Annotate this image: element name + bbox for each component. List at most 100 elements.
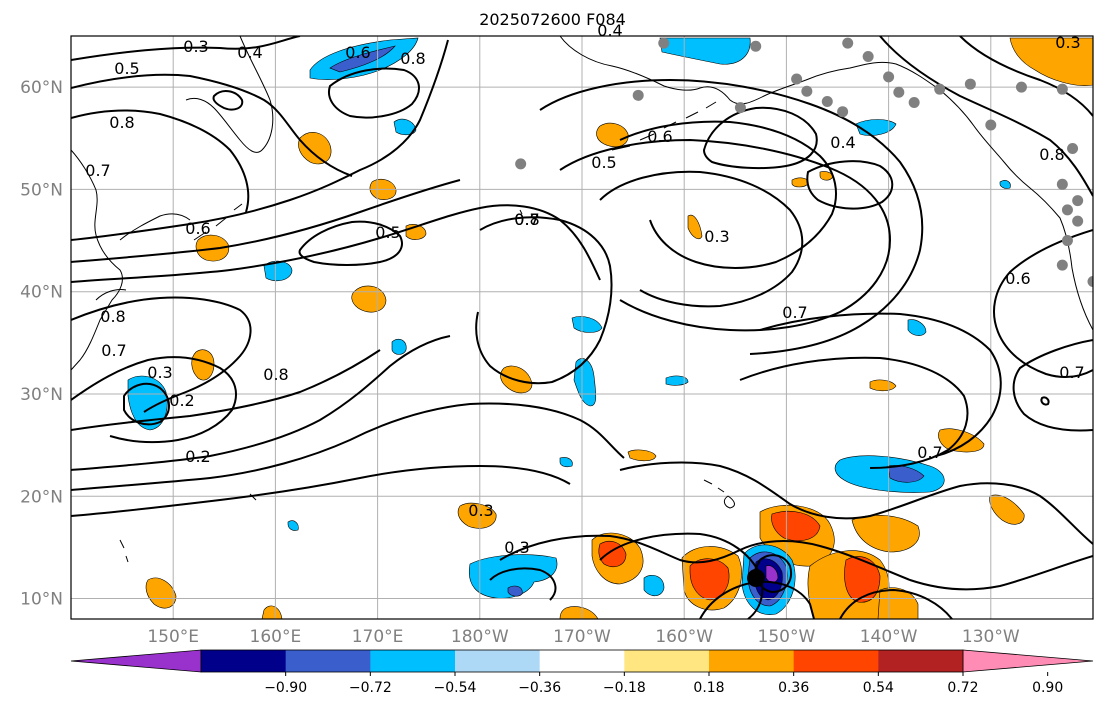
shade-blue (999, 180, 1011, 189)
colorbar-tick-label: 0.54 (863, 680, 894, 696)
lon-tick-label: 130°W (962, 627, 1020, 647)
shade-orange (191, 349, 215, 381)
lat-tick-label: 50°N (20, 180, 63, 200)
contour-label: 0.2 (169, 391, 194, 410)
shade-orange-tc (851, 514, 920, 553)
contour (539, 78, 924, 355)
shade-orange (791, 177, 809, 188)
colorbar-segment (201, 650, 287, 672)
shade-blue (287, 520, 299, 531)
lat-tick-label: 30°N (20, 385, 63, 405)
colorbar-segment (370, 650, 456, 672)
colorbar-segment (624, 650, 710, 672)
station-marker (515, 158, 527, 170)
contour (599, 170, 804, 308)
shade-orange (145, 577, 177, 609)
contour-label: 0.7 (101, 341, 126, 360)
shaded-anomalies (127, 37, 1093, 619)
contour (212, 90, 244, 111)
station-marker (862, 50, 874, 62)
shade-purple-tc (765, 565, 779, 583)
contour-label: 0.6 (345, 43, 370, 62)
station-marker (821, 95, 833, 107)
contour-label: 0.3 (1055, 33, 1080, 52)
shade-blue (391, 338, 407, 355)
contour-label: 0.3 (468, 501, 493, 520)
colorbar-outline (200, 649, 964, 673)
station-marker (1056, 83, 1068, 95)
storm-center-marker (747, 569, 765, 587)
contour-label: 0.8 (263, 365, 288, 384)
contour-label: 0.3 (147, 363, 172, 382)
colorbar-tick-label: 0.72 (947, 680, 978, 696)
contour-label: 0.3 (504, 538, 529, 557)
lon-tick-label: 160°E (250, 627, 302, 647)
shade-blue-north-core (329, 45, 396, 73)
shade-orange (687, 214, 703, 240)
coastline-bc (939, 89, 1093, 331)
coastlines (71, 36, 1093, 563)
lat-axis-labels: 10°N 20°N 30°N 40°N 50°N 60°N (20, 78, 63, 609)
lon-tick-label: 180°W (451, 627, 509, 647)
contour (71, 335, 451, 471)
contour-label: 0.2 (185, 447, 210, 466)
contour (71, 464, 571, 517)
colorbar-extend-high (962, 649, 1094, 673)
map-frame (70, 35, 1094, 620)
lon-tick-label: 170°E (352, 627, 404, 647)
lon-tick-label: 150°W (758, 627, 816, 647)
contour (1040, 396, 1050, 406)
station-marker (1067, 143, 1079, 155)
contour-label: 0.3 (704, 227, 729, 246)
station-markers (515, 37, 1093, 287)
shade-blue (571, 316, 603, 333)
colorbar-tick-label: −0.54 (434, 680, 477, 696)
lat-tick-label: 10°N (20, 590, 63, 610)
lat-tick-label: 20°N (20, 487, 63, 507)
contour (71, 109, 250, 213)
coastline-alaska (559, 36, 941, 105)
contour (328, 67, 420, 119)
station-marker (908, 96, 920, 108)
contour-label: 0.4 (830, 133, 855, 152)
lat-tick-label: 60°N (20, 78, 63, 98)
coastline-islands (119, 209, 523, 563)
station-marker (1056, 259, 1068, 271)
map-title: 2025072600 F084 (479, 10, 626, 29)
contour (71, 402, 625, 491)
shade-blue (665, 375, 689, 386)
station-marker (1072, 215, 1084, 227)
contour (559, 138, 892, 332)
contour-label: 0.5 (591, 153, 616, 172)
station-marker (791, 73, 803, 85)
contour (71, 39, 449, 241)
shade-blue (559, 457, 573, 468)
contour (489, 567, 557, 601)
station-marker (734, 102, 746, 114)
shade-blue (907, 319, 927, 336)
colorbar-tick-label: −0.18 (603, 680, 646, 696)
contour (759, 312, 1002, 457)
contour (739, 356, 969, 469)
shade-red-tc (844, 556, 881, 603)
contour-label: 0.6 (1005, 269, 1030, 288)
colorbar-segment (285, 650, 371, 672)
shade-orange (819, 171, 833, 181)
contour (993, 229, 1093, 378)
station-marker (893, 86, 905, 98)
contour (879, 36, 1093, 197)
contour-label: 0.6 (185, 219, 210, 238)
station-marker (1056, 178, 1068, 190)
contour-label: 0.4 (237, 43, 262, 62)
contour-label: 0.6 (647, 127, 672, 146)
contour-label: 0.7 (917, 443, 942, 462)
station-marker (658, 37, 670, 49)
colorbar-segment (709, 650, 795, 672)
contour-label: 0.8 (100, 307, 125, 326)
station-marker (750, 40, 762, 52)
contour-label: 0.5 (375, 223, 400, 242)
shade-blue (393, 118, 417, 136)
colorbar-tick-label: −0.72 (349, 680, 392, 696)
station-marker (883, 71, 895, 83)
shade-orange (869, 379, 897, 392)
